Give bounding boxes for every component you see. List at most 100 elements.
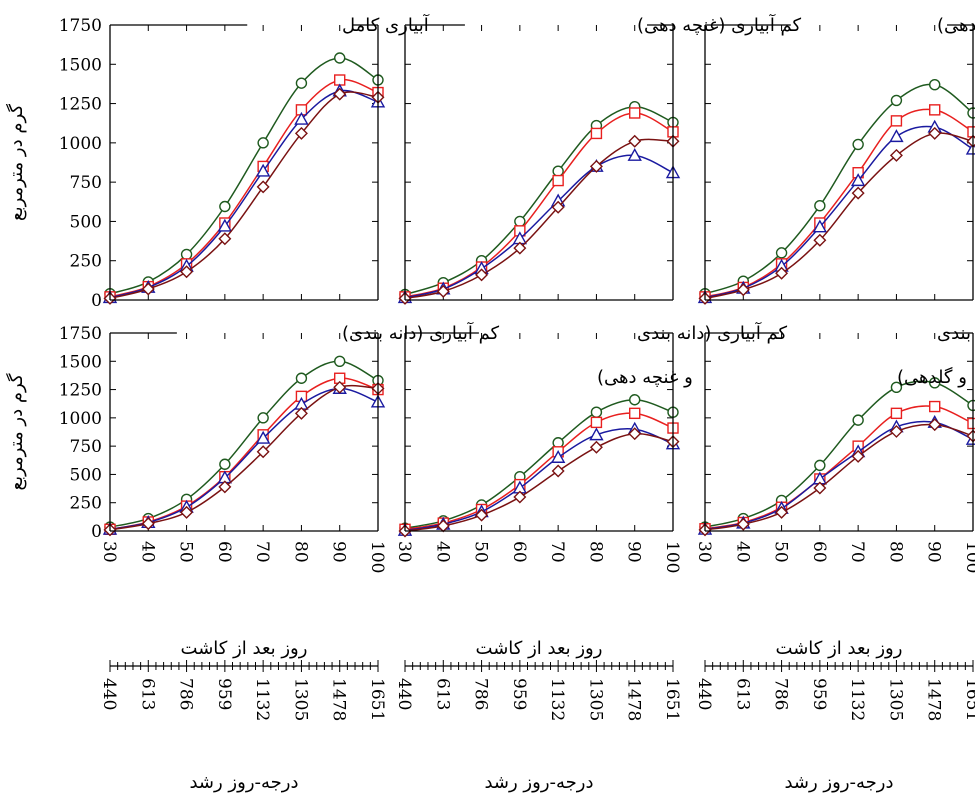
panel-title-line2: و گلدهی) (897, 366, 967, 388)
point-circle (334, 52, 346, 64)
point-square (552, 174, 564, 187)
y-tick-label: 0 (91, 522, 102, 542)
point-diamond (813, 481, 827, 495)
point-diamond (736, 283, 750, 297)
x-tick-label: 100 (367, 541, 387, 573)
point-diamond (628, 427, 642, 441)
point-diamond (475, 268, 489, 282)
x-axis-title: روز بعد از کاشت (776, 638, 903, 659)
gdd-tick-label: 440 (694, 678, 714, 710)
x-tick-label: 60 (809, 541, 829, 563)
point-circle (219, 458, 231, 470)
series-line-triangle (404, 428, 674, 532)
y-tick-label: 1250 (59, 381, 102, 401)
point-circle (629, 394, 641, 406)
point-triangle (812, 219, 828, 233)
point-triangle (255, 163, 271, 177)
gdd-tick-label: 1305 (585, 678, 605, 721)
x-tick-label: 90 (924, 541, 944, 563)
y-tick-label: 1500 (59, 55, 102, 75)
point-square (890, 407, 903, 420)
series-line-triangle (404, 154, 674, 299)
y-axis-title: گرم در مترمربع (5, 373, 27, 490)
point-diamond (180, 505, 194, 519)
point-circle (219, 200, 231, 213)
gdd-tick-label: 1478 (329, 678, 349, 721)
gdd-tick-label: 1651 (367, 678, 387, 721)
point-diamond (736, 517, 750, 531)
gdd-axis-title: درجه-روز رشد (784, 772, 893, 793)
point-circle (852, 414, 864, 426)
y-tick-label: 500 (70, 212, 102, 232)
point-triangle (589, 427, 604, 441)
series-line-triangle (704, 125, 974, 299)
gdd-tick-label: 1132 (847, 678, 867, 721)
panel-title-line2: و غنچه دهی) (597, 367, 693, 388)
y-tick-label: 250 (70, 252, 102, 272)
point-circle (295, 372, 308, 384)
gdd-tick-label: 1651 (662, 678, 682, 721)
series-line-diamond (704, 132, 974, 300)
point-diamond (256, 180, 270, 194)
x-tick-label: 70 (847, 541, 867, 563)
point-triangle (217, 218, 233, 232)
point-square (967, 126, 975, 138)
gdd-axis-title: درجه-روز رشد (189, 772, 298, 793)
point-circle (775, 247, 788, 259)
y-tick-label: 1000 (59, 134, 102, 154)
point-diamond (813, 233, 827, 247)
x-tick-label: 40 (732, 541, 752, 563)
point-square (929, 104, 941, 116)
point-diamond (436, 284, 450, 298)
point-diamond (928, 418, 942, 432)
point-circle (967, 107, 975, 119)
x-tick-label: 100 (962, 541, 975, 573)
point-diamond (141, 517, 155, 531)
point-triangle (889, 129, 904, 143)
point-circle (852, 138, 864, 151)
y-tick-label: 1750 (59, 324, 102, 344)
gdd-tick-label: 959 (509, 678, 529, 710)
point-diamond (851, 186, 865, 200)
gdd-tick-label: 440 (394, 678, 414, 710)
gdd-tick-label: 1305 (885, 678, 905, 721)
point-diamond (589, 440, 603, 454)
gdd-tick-label: 1478 (624, 678, 644, 721)
point-diamond (294, 406, 308, 420)
point-circle (257, 412, 269, 424)
point-square (590, 127, 603, 140)
series-line-triangle (109, 89, 379, 299)
y-tick-label: 1750 (59, 16, 102, 36)
gdd-tick-label: 613 (137, 678, 157, 710)
x-tick-label: 50 (471, 541, 491, 563)
point-square (334, 74, 346, 86)
point-diamond (928, 126, 942, 140)
series-line-triangle (109, 387, 379, 531)
point-circle (257, 137, 269, 149)
point-triangle (627, 147, 642, 161)
point-diamond (333, 87, 347, 101)
y-tick-label: 0 (91, 291, 102, 311)
series-line-diamond (404, 138, 674, 300)
x-tick-label: 90 (624, 541, 644, 563)
y-axis-title: گرم در مترمربع (5, 104, 27, 221)
x-tick-label: 100 (662, 541, 682, 573)
gdd-tick-label: 959 (809, 678, 829, 710)
gdd-tick-label: 1651 (962, 678, 975, 721)
x-tick-label: 30 (394, 541, 414, 563)
point-circle (929, 79, 941, 91)
point-diamond (589, 159, 603, 173)
point-circle (514, 215, 526, 228)
y-tick-label: 500 (70, 465, 102, 485)
x-tick-label: 80 (290, 541, 310, 563)
point-diamond (218, 232, 232, 246)
point-diamond (551, 464, 565, 478)
y-tick-label: 1000 (59, 409, 102, 429)
x-tick-label: 70 (252, 541, 272, 563)
x-tick-label: 50 (771, 541, 791, 563)
gdd-tick-label: 440 (99, 678, 119, 710)
x-tick-label: 50 (176, 541, 196, 563)
x-tick-label: 30 (99, 541, 119, 563)
series-line-square (109, 78, 379, 298)
